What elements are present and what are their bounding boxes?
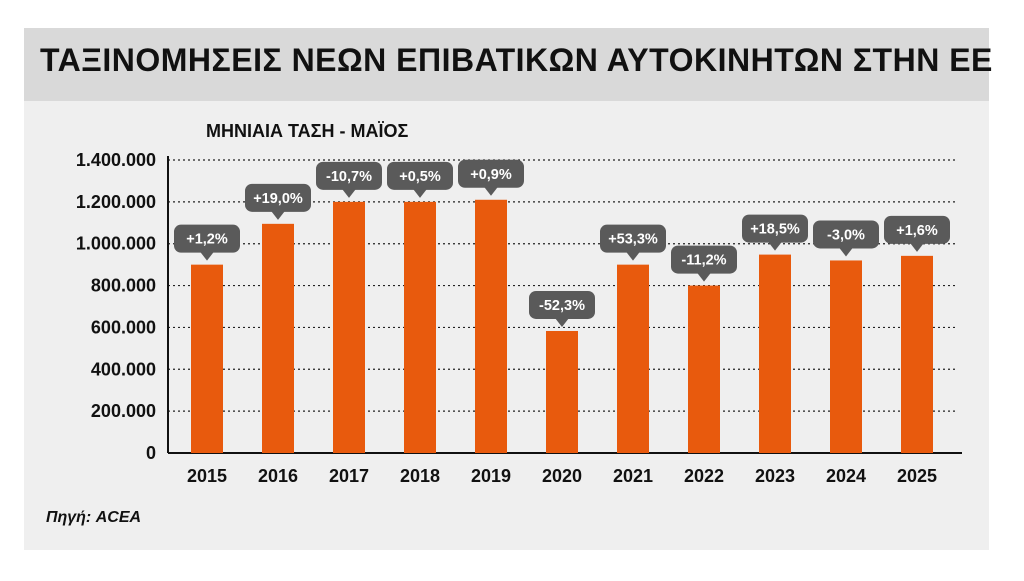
badge-label: +53,3% — [608, 232, 658, 248]
x-tick-label: 2020 — [542, 466, 582, 486]
badge-box — [600, 224, 666, 253]
y-tick-label: 600.000 — [91, 317, 156, 337]
x-tick-label: 2022 — [684, 466, 724, 486]
badge-box — [742, 214, 808, 243]
y-tick-label: 1.200.000 — [76, 192, 156, 212]
bar-2024 — [830, 260, 862, 453]
badge-pointer — [484, 186, 498, 196]
change-badge-2023: +18,5% — [742, 214, 808, 251]
bar-2017 — [333, 201, 365, 453]
change-badge-2022: -11,2% — [671, 245, 737, 282]
badge-box — [174, 224, 240, 253]
bar-2023 — [759, 254, 791, 453]
y-tick-label: 1.000.000 — [76, 234, 156, 254]
bars — [191, 199, 933, 453]
badge-label: -11,2% — [681, 253, 726, 269]
x-axis: 2015 2016 2017 2018 2019 2020 2021 2022 2023 2024… — [187, 466, 937, 486]
bar-2015 — [191, 264, 223, 453]
badge-box — [529, 290, 595, 319]
badge-label: +1,6% — [896, 223, 938, 239]
badge-label: +1,2% — [186, 232, 228, 248]
badge-box — [387, 161, 453, 190]
bar-2025 — [901, 255, 933, 453]
change-badges: +1,2% +19,0% -10,7% +0,5% +0,9% -52,3% +53,3% -… — [174, 159, 950, 327]
x-tick-label: 2025 — [897, 466, 937, 486]
badge-pointer — [839, 247, 853, 257]
change-badge-2018: +0,5% — [387, 161, 453, 198]
y-tick-label: 200.000 — [91, 401, 156, 421]
bar-2019 — [475, 199, 507, 453]
badge-box — [458, 159, 524, 188]
y-tick-label: 0 — [146, 443, 156, 463]
change-badge-2017: -10,7% — [316, 161, 382, 198]
badge-label: +0,5% — [399, 169, 441, 185]
badge-label: +19,0% — [253, 191, 303, 207]
change-badge-2025: +1,6% — [884, 215, 950, 252]
source-note: Πηγή: ACEA — [46, 509, 142, 526]
bar-2018 — [404, 201, 436, 453]
badge-label: -10,7% — [326, 169, 372, 185]
badge-box — [671, 245, 737, 274]
badge-pointer — [413, 188, 427, 198]
chart-card: ΤΑΞΙΝΟΜΗΣΕΙΣ ΝΕΩΝ ΕΠΙΒΑΤΙΚΩΝ ΑΥΤΟΚΙΝΗΤΩΝ… — [24, 28, 992, 550]
badge-label: -52,3% — [539, 298, 585, 314]
badge-pointer — [910, 242, 924, 252]
x-tick-label: 2018 — [400, 466, 440, 486]
y-tick-label: 1.400.000 — [76, 150, 156, 170]
badge-label: -3,0% — [827, 227, 865, 243]
x-tick-label: 2017 — [329, 466, 369, 486]
badge-box — [813, 220, 879, 249]
x-tick-label: 2024 — [826, 466, 866, 486]
x-tick-label: 2015 — [187, 466, 227, 486]
x-tick-label: 2023 — [755, 466, 795, 486]
x-tick-label: 2016 — [258, 466, 298, 486]
badge-pointer — [768, 241, 782, 251]
chart-title: ΤΑΞΙΝΟΜΗΣΕΙΣ ΝΕΩΝ ΕΠΙΒΑΤΙΚΩΝ ΑΥΤΟΚΙΝΗΤΩΝ… — [40, 42, 993, 78]
badge-pointer — [342, 188, 356, 198]
badge-pointer — [626, 251, 640, 261]
badge-pointer — [555, 317, 569, 327]
badge-box — [316, 161, 382, 190]
badge-pointer — [271, 210, 285, 220]
change-badge-2019: +0,9% — [458, 159, 524, 196]
badge-box — [884, 215, 950, 244]
change-badge-2015: +1,2% — [174, 224, 240, 261]
bar-2020 — [546, 330, 578, 453]
title-band: ΤΑΞΙΝΟΜΗΣΕΙΣ ΝΕΩΝ ΕΠΙΒΑΤΙΚΩΝ ΑΥΤΟΚΙΝΗΤΩΝ… — [24, 28, 992, 101]
x-tick-label: 2021 — [613, 466, 653, 486]
chart-subtitle: ΜΗΝΙΑΙΑ ΤΑΣΗ - ΜΑΪΟΣ — [206, 121, 408, 141]
change-badge-2021: +53,3% — [600, 224, 666, 261]
y-tick-label: 400.000 — [91, 359, 156, 379]
change-badge-2020: -52,3% — [529, 290, 595, 327]
change-badge-2016: +19,0% — [245, 183, 311, 220]
y-tick-label: 800.000 — [91, 276, 156, 296]
x-tick-label: 2019 — [471, 466, 511, 486]
bar-2021 — [617, 264, 649, 453]
badge-box — [245, 183, 311, 212]
change-badge-2024: -3,0% — [813, 220, 879, 257]
badge-label: +0,9% — [470, 167, 512, 183]
bar-2016 — [262, 223, 294, 453]
badge-pointer — [697, 272, 711, 282]
bar-2022 — [688, 285, 720, 453]
badge-pointer — [200, 251, 214, 261]
badge-label: +18,5% — [750, 222, 800, 238]
